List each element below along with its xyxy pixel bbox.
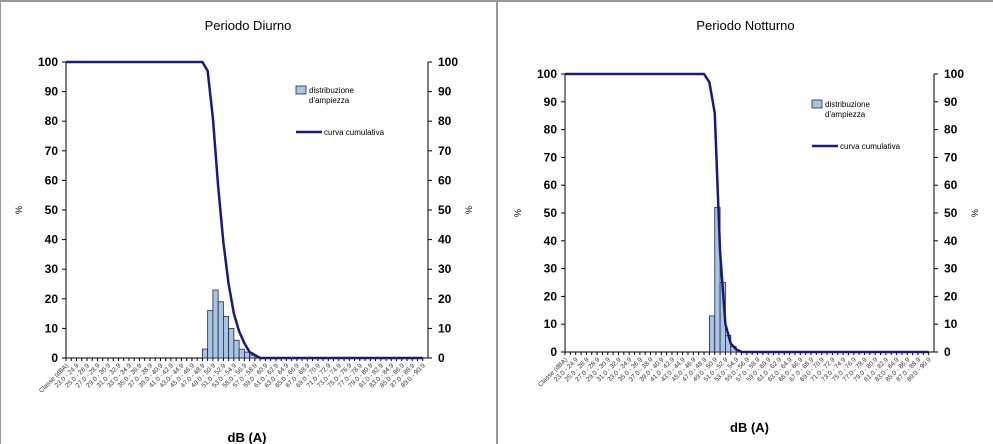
legend-label-line: curva cumulativa: [324, 128, 385, 137]
histogram-bar: [217, 301, 224, 359]
histogram-bar: [708, 315, 716, 353]
chart-title: Periodo Notturno: [696, 18, 795, 33]
y-tick-label-right: 60: [438, 173, 452, 187]
y-tick-label-left: 100: [38, 55, 58, 69]
y-axis-title-right: %: [464, 206, 474, 214]
y-tick-label-right: 10: [438, 321, 452, 335]
y-axis-title-right: %: [970, 209, 980, 217]
histogram-bar: [212, 289, 219, 359]
chart-canvas-diurno: 0 0 10 10 20 20 30 30 40 40 50 50 60 60 70 70 80 80 90 90 10…: [14, 55, 474, 444]
cumulative-curve: [66, 60, 423, 360]
y-tick-label-right: 30: [438, 262, 452, 276]
y-tick-label-left: 50: [544, 206, 558, 220]
legend-label-bar: distribuzione: [309, 86, 354, 95]
y-tick-label-left: 20: [544, 289, 558, 303]
y-tick-label-left: 10: [45, 321, 59, 335]
y-tick-label-right: 70: [944, 150, 958, 164]
y-tick-label-right: 20: [438, 292, 452, 306]
y-tick-label-right: 0: [944, 345, 951, 359]
y-tick-label-right: 0: [438, 351, 445, 365]
y-tick-label-right: 90: [438, 85, 452, 99]
y-tick-label-left: 10: [544, 317, 558, 331]
y-tick-label-left: 50: [45, 203, 59, 217]
histogram-bar: [238, 348, 245, 359]
histogram-bar: [222, 316, 230, 359]
legend-label-line: curva cumulativa: [840, 142, 901, 151]
legend-label-bar-cont: d'ampiezza: [825, 110, 866, 119]
y-tick-label-left: 80: [544, 123, 558, 137]
y-tick-label-right: 70: [438, 144, 452, 158]
x-axis-title: dB (A): [730, 420, 769, 435]
y-tick-label-left: 90: [544, 95, 558, 109]
y-tick-label-left: 60: [45, 173, 59, 187]
chart-panel-diurno: Periodo Diurno 0 0 10 10 20 20 30 30 40 40 50 50 60 6…: [0, 2, 496, 444]
legend-swatch-bar: [811, 99, 823, 109]
histogram-bar: [228, 327, 235, 359]
cumulative-curve: [565, 72, 929, 354]
y-axis-title-left: %: [14, 206, 24, 214]
panel-separator: [496, 0, 498, 444]
chart-panel-notturno: Periodo Notturno 0 0 10 10 20 20 30 30 40 40 50 50 6…: [498, 2, 993, 444]
histogram-bar: [207, 310, 214, 359]
legend-label-bar-cont: d'ampiezza: [309, 96, 350, 105]
histogram-bar: [249, 354, 256, 359]
y-tick-label-left: 0: [550, 345, 557, 359]
y-tick-label-right: 60: [944, 178, 958, 192]
y-tick-label-left: 30: [45, 262, 59, 276]
y-tick-label-left: 60: [544, 178, 558, 192]
y-tick-label-left: 70: [544, 150, 558, 164]
y-tick-label-right: 80: [438, 114, 452, 128]
histogram-bar: [202, 348, 209, 359]
y-tick-label-left: 40: [544, 234, 558, 248]
y-tick-label-right: 90: [944, 95, 958, 109]
y-tick-label-left: 80: [45, 114, 59, 128]
y-tick-label-right: 10: [944, 317, 958, 331]
y-tick-label-left: 20: [45, 292, 59, 306]
x-axis-title: dB (A): [228, 430, 267, 444]
y-tick-label-left: 0: [51, 351, 58, 365]
y-tick-label-right: 50: [944, 206, 958, 220]
y-axis-title-left: %: [513, 209, 523, 217]
y-tick-label-left: 90: [45, 85, 59, 99]
frame-left-edge: [0, 0, 1, 444]
y-tick-label-left: 70: [45, 144, 59, 158]
y-tick-label-right: 40: [944, 234, 958, 248]
histogram-bar: [233, 339, 240, 359]
y-tick-label-left: 100: [537, 67, 557, 81]
y-tick-label-right: 80: [944, 123, 958, 137]
y-tick-label-right: 100: [944, 67, 964, 81]
chart-canvas-notturno: 0 0 10 10 20 20 30 30 40 40 50 50 60 60 70 70 80 80 90 90 10…: [513, 67, 980, 435]
y-tick-label-left: 40: [45, 233, 59, 247]
y-tick-label-right: 40: [438, 233, 452, 247]
legend-swatch-bar: [295, 85, 307, 95]
y-tick-label-right: 100: [438, 55, 458, 69]
y-tick-label-right: 30: [944, 262, 958, 276]
chart-title: Periodo Diurno: [204, 18, 292, 33]
y-tick-label-left: 30: [544, 262, 558, 276]
y-tick-label-right: 50: [438, 203, 452, 217]
y-tick-label-right: 20: [944, 289, 958, 303]
legend-label-bar: distribuzione: [825, 100, 870, 109]
